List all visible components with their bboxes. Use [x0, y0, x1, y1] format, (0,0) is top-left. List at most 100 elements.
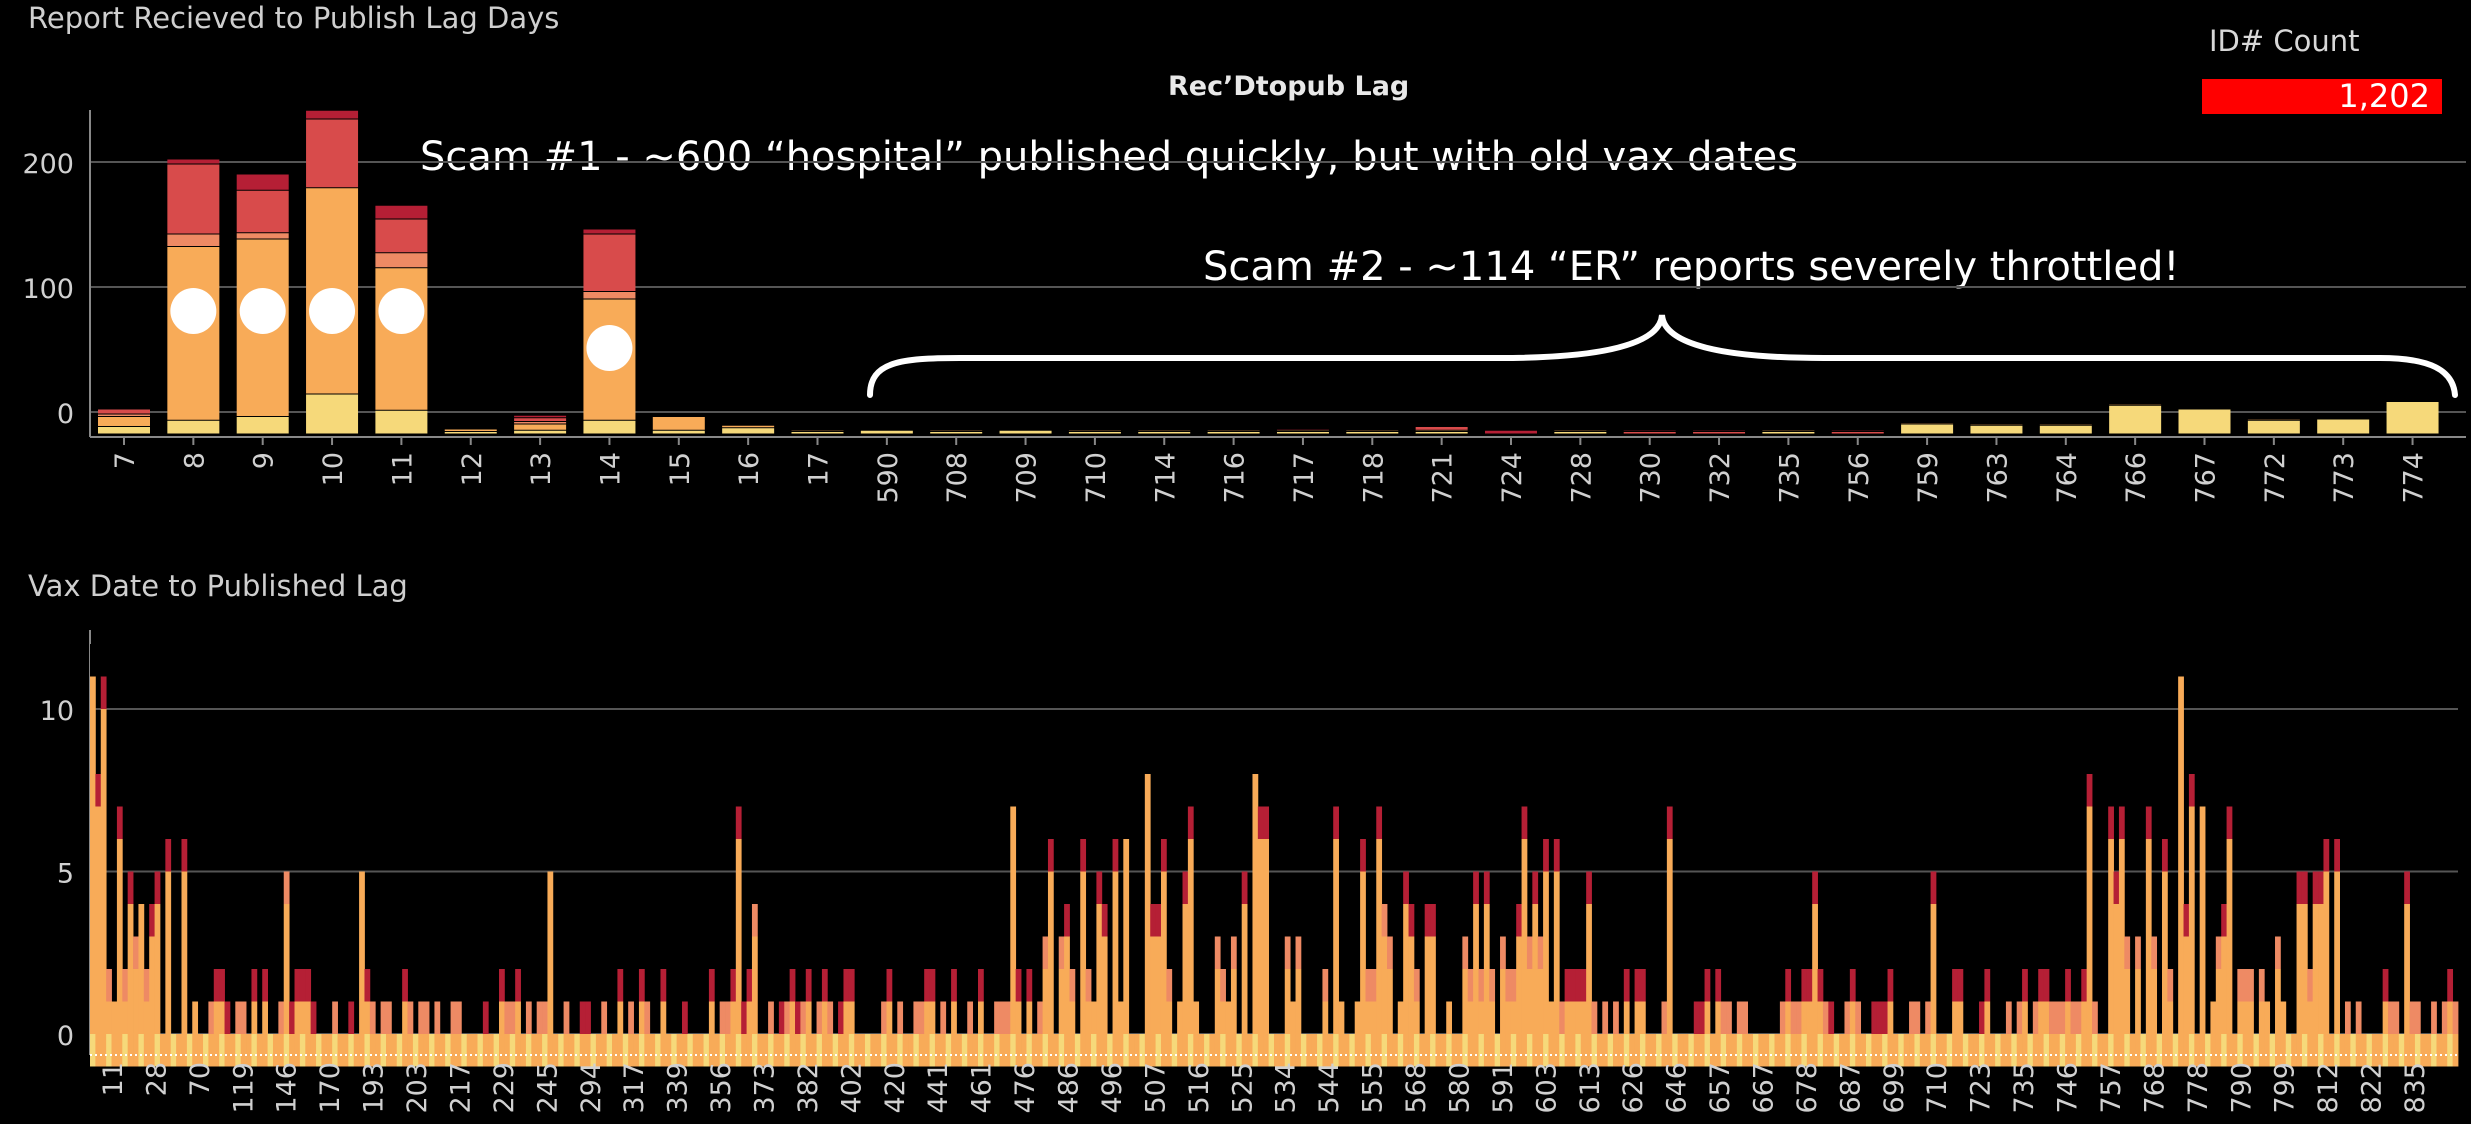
vax-bar-top	[386, 1001, 392, 1034]
vax-bar-body	[1230, 969, 1237, 1034]
vax-bar-base	[520, 1034, 527, 1067]
vax-bar-base	[1446, 1034, 1452, 1067]
bottom-x-tick-label: 373	[750, 1062, 781, 1114]
vax-bar-body	[1376, 839, 1383, 1034]
vax-bar-base	[1031, 1034, 1038, 1067]
vax-bar-base	[665, 1034, 672, 1067]
vax-bar-top	[848, 969, 855, 1002]
top-x-tick-label: 728	[1566, 452, 1597, 504]
vax-bar-body	[1543, 871, 1549, 1034]
vax-bar-base	[229, 1034, 236, 1067]
vax-bar-base	[1155, 1034, 1162, 1067]
bar-segment-14	[583, 234, 636, 291]
vax-bar-base	[961, 1034, 968, 1067]
vax-bar-body	[1155, 936, 1162, 1034]
vax-bar-top	[967, 1001, 974, 1034]
vax-bar-top	[1505, 969, 1512, 1002]
vax-bar-body	[1187, 839, 1194, 1034]
vax-bar-top	[1806, 969, 1813, 1002]
vax-bar-base	[568, 1034, 575, 1067]
vax-bar-top	[359, 871, 365, 904]
vax-bar-top	[1483, 871, 1490, 904]
vax-bar-body	[1166, 1001, 1173, 1034]
vax-bar-base	[1397, 1034, 1404, 1067]
vax-bar-top	[208, 1001, 215, 1034]
vax-bar-body	[1537, 969, 1544, 1034]
vax-bar-body	[2178, 709, 2184, 1034]
vax-bar-body	[2226, 839, 2233, 1034]
vax-bar-base	[1279, 1034, 1286, 1067]
vax-bar-base	[2178, 1034, 2184, 1067]
vax-bar-top	[283, 871, 290, 904]
vax-bar-base	[203, 1034, 209, 1067]
vax-bar-top	[628, 1001, 634, 1034]
vax-bar-base	[2215, 1034, 2222, 1067]
vax-bar-base	[1553, 1034, 1560, 1067]
vax-bar-top	[1548, 1001, 1555, 1034]
bar-segment-764	[2039, 425, 2092, 434]
vax-bar-body	[1634, 1001, 1641, 1034]
vax-bar-base	[1101, 1034, 1108, 1067]
vax-bar-base	[1376, 1034, 1383, 1067]
vax-bar-top	[601, 1001, 608, 1034]
bar-marker-9	[239, 288, 286, 334]
vax-bar-base	[359, 1034, 365, 1067]
top-x-tick-label: 12	[457, 452, 488, 486]
vax-bar-top	[95, 774, 102, 807]
vax-bar-top	[1047, 839, 1054, 872]
vax-bar-base	[1892, 1034, 1899, 1067]
vax-bar-top	[2210, 1001, 2217, 1034]
vax-bar-top	[1473, 871, 1479, 904]
top-x-tick-label: 717	[1289, 452, 1320, 504]
vax-bar-base	[2398, 1034, 2405, 1067]
vax-bar-top	[2318, 871, 2324, 904]
vax-bar-top	[1828, 1001, 1835, 1034]
bar-segment-12	[444, 429, 497, 431]
vax-bar-top	[617, 969, 624, 1002]
vax-bar-top	[90, 644, 96, 677]
vax-bar-top	[1500, 936, 1506, 969]
vax-bar-base	[2409, 1034, 2416, 1067]
vax-bar-base	[1909, 1034, 1915, 1067]
vax-bar-body	[1430, 936, 1436, 1034]
vax-bar-base	[1677, 1034, 1684, 1067]
vax-bar-base	[1123, 1034, 1130, 1067]
vax-bar-base	[1268, 1034, 1275, 1067]
vax-bar-top	[1177, 1001, 1183, 1034]
vax-bar-base	[1828, 1034, 1835, 1067]
top-x-tick-label: 763	[1982, 452, 2013, 504]
vax-bar-body	[2043, 1001, 2050, 1034]
vax-bar-base	[1634, 1034, 1641, 1067]
vax-bar-body	[106, 1001, 112, 1034]
vax-bar-body	[1478, 1001, 1485, 1034]
vax-bar-base	[1274, 1034, 1280, 1067]
vax-bar-base	[1074, 1034, 1081, 1067]
vax-bar-top	[450, 1001, 457, 1034]
vax-bar-base	[1354, 1034, 1361, 1067]
vax-bar-top	[1424, 904, 1431, 937]
vax-bar-top	[2059, 1001, 2066, 1034]
vax-bar-base	[2188, 1034, 2195, 1067]
bottom-x-tick-label: 441	[923, 1062, 954, 1114]
top-x-tick-label: 13	[526, 452, 557, 486]
vax-bar-top	[746, 969, 753, 1002]
bottom-x-tick-label: 646	[1662, 1062, 1693, 1114]
bottom-x-tick-label: 28	[141, 1062, 172, 1096]
vax-bar-base	[434, 1034, 441, 1067]
vax-bar-top	[1193, 1001, 1200, 1034]
vax-bar-top	[1957, 969, 1964, 1002]
vax-bar-base	[1860, 1034, 1867, 1067]
vax-bar-top	[2334, 839, 2340, 872]
vax-bar-base	[515, 1034, 521, 1067]
vax-bar-top	[1526, 936, 1533, 969]
vax-bar-base	[590, 1034, 597, 1067]
vax-bar-base	[208, 1034, 215, 1067]
bottom-section-title: Vax Date to Published Lag	[28, 569, 408, 603]
vax-bar-top	[1871, 1001, 1878, 1034]
vax-bar-base	[450, 1034, 457, 1067]
vax-bar-top	[1166, 969, 1173, 1002]
vax-bar-top	[515, 969, 521, 1002]
vax-bar-top	[1984, 969, 1991, 1002]
vax-bar-top	[1123, 839, 1130, 872]
bar-segment-9	[236, 233, 289, 239]
